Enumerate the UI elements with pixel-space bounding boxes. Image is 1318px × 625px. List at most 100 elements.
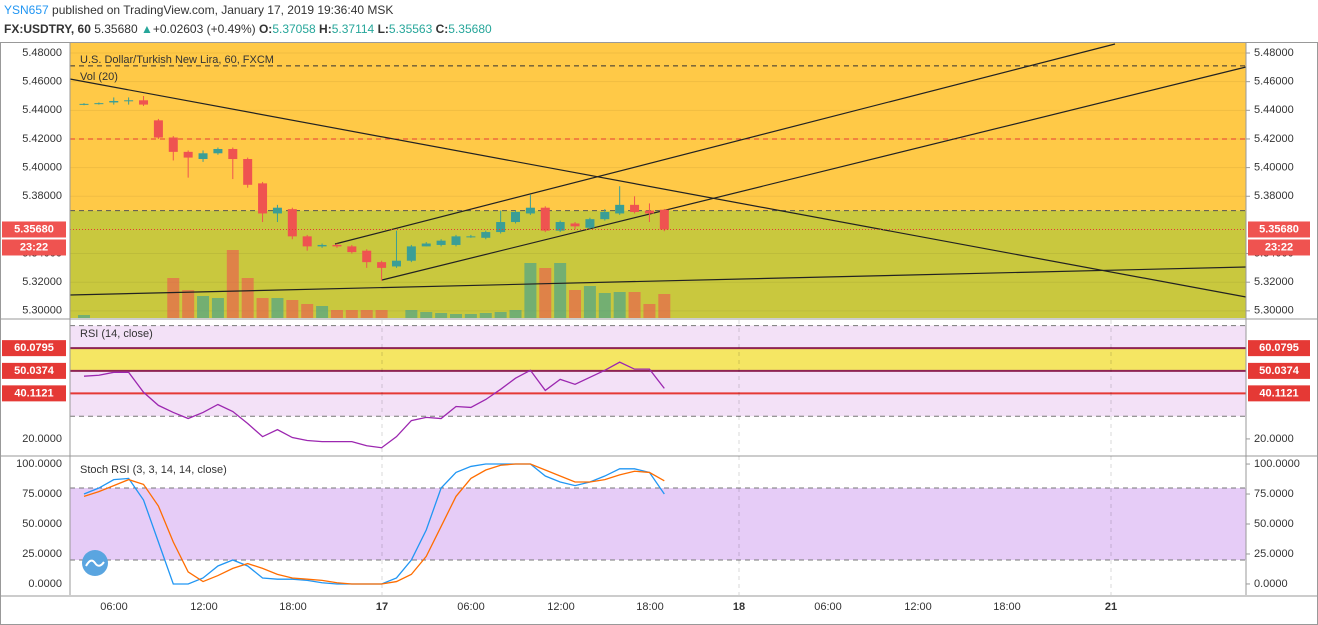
candle-body: [451, 236, 461, 245]
level-label-bg: [1248, 340, 1310, 357]
y-tick-label: 5.44000: [1254, 104, 1294, 116]
change: +0.02603 (+0.49%): [153, 22, 256, 36]
level-label-bg: [2, 362, 66, 379]
y-tick-label: 0.0000: [28, 578, 62, 590]
x-tick-label: 12:00: [547, 601, 575, 613]
y-tick-label: 0.0000: [1254, 578, 1288, 590]
x-tick-label: 18: [733, 601, 745, 613]
candle-body: [302, 236, 312, 247]
candle-body: [644, 210, 654, 214]
candle-body: [317, 244, 327, 247]
x-tick-label: 18:00: [636, 601, 664, 613]
candle-body: [79, 103, 89, 105]
y-tick-label: 100.0000: [1254, 458, 1300, 470]
trend-line: [334, 43, 1116, 245]
candle-body: [481, 232, 491, 238]
volume-bar: [479, 313, 492, 318]
volume-bar: [628, 292, 641, 318]
volume-bar: [405, 310, 418, 318]
volume-bar: [211, 298, 224, 318]
x-tick-label: 12:00: [904, 601, 932, 613]
volume-bar: [509, 310, 522, 318]
arrow: ▲: [141, 22, 153, 36]
candle-body: [287, 209, 297, 237]
x-tick-label: 06:00: [457, 601, 485, 613]
ohlc-value: 5.35680: [448, 22, 492, 36]
candle-body: [615, 204, 625, 214]
candle-body: [377, 262, 387, 268]
band: [70, 488, 1246, 560]
trend-line: [69, 78, 1247, 298]
volume-bar: [539, 268, 552, 318]
x-tick-label: 17: [376, 601, 388, 613]
y-tick-label: 25.0000: [1254, 548, 1294, 560]
volume-bar: [360, 310, 373, 318]
volume-bar: [241, 278, 254, 318]
y-tick-label: 5.42000: [22, 133, 62, 145]
quote-line: FX:USDTRY, 60 5.35680 ▲+0.02603 (+0.49%)…: [4, 22, 492, 36]
level-label-bg: [1248, 362, 1310, 379]
volume-bar: [420, 312, 433, 318]
volume-bar: [554, 263, 567, 318]
y-tick-label: 50.0000: [22, 518, 62, 530]
pane-subtitle: Vol (20): [80, 71, 118, 83]
x-tick-label: 18:00: [279, 601, 307, 613]
level-label: 50.0374: [14, 365, 55, 377]
price: 5.35680: [94, 22, 138, 36]
candle-body: [243, 159, 253, 185]
header-line: YSN657 published on TradingView.com, Jan…: [4, 3, 393, 17]
candle-body: [659, 209, 669, 230]
countdown: 23:22: [20, 241, 48, 253]
volume-bar: [613, 292, 626, 318]
pane-title: U.S. Dollar/Turkish New Lira, 60, FXCM: [80, 54, 274, 66]
candle-body: [183, 151, 193, 158]
trend-line: [69, 266, 1247, 296]
level-label-bg: [1248, 385, 1310, 402]
volume-bar: [301, 304, 314, 318]
volume-bar: [256, 298, 269, 318]
y-tick-label: 20.0000: [22, 433, 62, 445]
y-tick-label: 75.0000: [22, 488, 62, 500]
level-label: 40.1121: [1259, 387, 1298, 399]
author: YSN657: [4, 3, 49, 17]
candle-body: [228, 148, 238, 160]
y-tick-label: 5.40000: [1254, 162, 1294, 174]
level-label: 50.0374: [1259, 365, 1300, 377]
pane-title: RSI (14, close): [80, 328, 153, 340]
y-tick-label: 5.30000: [22, 305, 62, 317]
candle-body: [436, 240, 446, 245]
x-tick-label: 18:00: [993, 601, 1021, 613]
candle-body: [406, 246, 416, 261]
candle-body: [153, 120, 163, 138]
candle-body: [540, 207, 550, 231]
candle-body: [213, 148, 223, 154]
candle-body: [332, 244, 342, 247]
zone: [70, 43, 1246, 211]
volume-bar: [271, 298, 284, 318]
x-tick-label: 21: [1105, 601, 1117, 613]
volume-bar: [330, 310, 343, 318]
y-tick-label: 50.0000: [1254, 518, 1294, 530]
volume-bar: [583, 286, 596, 318]
ohlc-label: H:: [319, 22, 332, 36]
volume-bar: [345, 310, 358, 318]
candle-body: [496, 222, 506, 233]
y-tick-label: 5.44000: [22, 104, 62, 116]
candle-body: [347, 246, 357, 253]
x-tick-label: 06:00: [814, 601, 842, 613]
level-label-bg: [2, 340, 66, 357]
level-label: 60.0795: [14, 342, 54, 354]
y-tick-label: 5.46000: [1254, 76, 1294, 88]
ohlc-value: 5.37114: [332, 22, 375, 36]
y-tick-label: 5.46000: [22, 76, 62, 88]
last-price-bg: [1248, 221, 1310, 238]
y-tick-label: 20.0000: [1254, 433, 1294, 445]
candle-body: [525, 207, 535, 214]
y-tick-label: 5.48000: [1254, 47, 1294, 59]
trend-line: [381, 66, 1247, 281]
level-label: 60.0795: [1259, 342, 1299, 354]
last-price: 5.35680: [1259, 223, 1299, 235]
rsi-line: [83, 361, 665, 449]
volume-bar: [658, 294, 671, 318]
